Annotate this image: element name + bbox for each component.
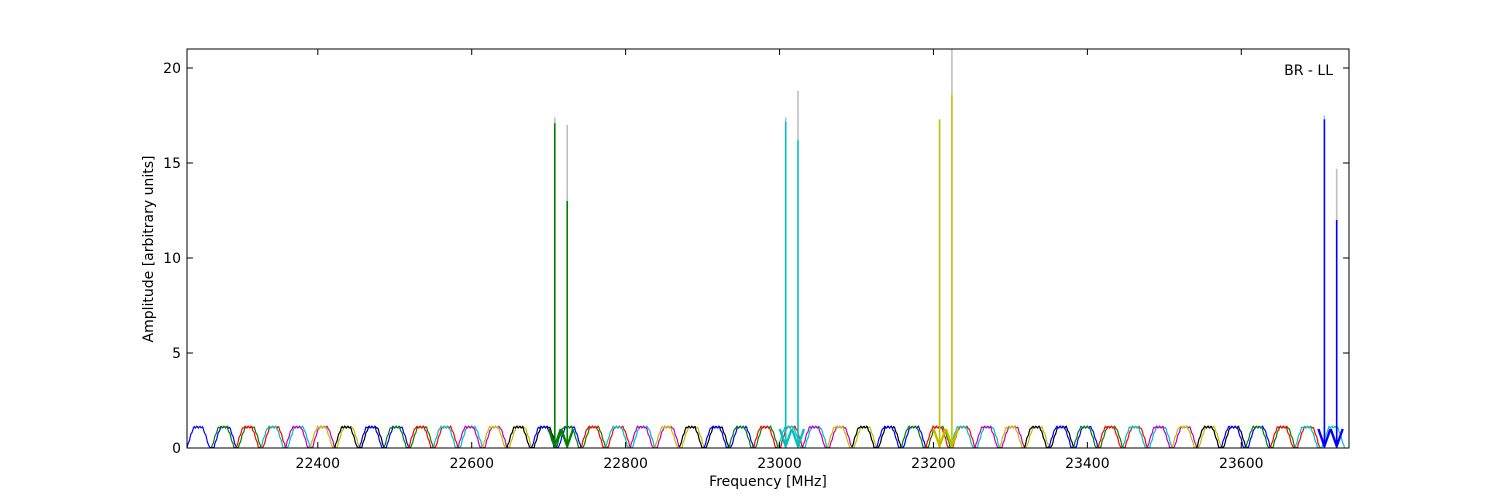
y-tick-label: 20 <box>163 61 181 77</box>
band-segment-line <box>1097 425 1148 448</box>
spike-base-dip <box>932 428 947 448</box>
band-segment-line <box>703 425 754 448</box>
tick-layer: 22400 22600 22800 23000 23200 23400 23600 0 5 10 1… <box>163 49 1349 472</box>
x-tick-label: 23600 <box>1219 456 1264 472</box>
spike-base-dip <box>560 428 575 448</box>
band-segment-line <box>334 425 385 448</box>
x-tick-label: 23000 <box>757 456 802 472</box>
band-segment-line <box>383 425 434 448</box>
band-segment-line <box>974 425 1025 448</box>
band-segment-line <box>1122 425 1173 448</box>
spike-base-dip <box>944 428 960 448</box>
x-tick-label: 23400 <box>1065 456 1110 472</box>
band-segment-line <box>654 425 705 448</box>
band-segment-line <box>358 425 410 448</box>
band-segment-line <box>851 425 902 448</box>
band-segment-line <box>1269 425 1321 448</box>
x-tick-label: 22800 <box>603 456 648 472</box>
band-segment-line <box>187 425 237 448</box>
y-tick-label: 15 <box>163 156 181 172</box>
band-segment-line <box>408 425 459 448</box>
band-segment-line <box>875 425 927 448</box>
plot-frame <box>186 48 1350 449</box>
y-axis-label: Amplitude [arbitrary units] <box>141 156 157 343</box>
x-tick-label: 23200 <box>911 456 956 472</box>
band-segment-line <box>1146 425 1198 448</box>
band-segment-line <box>211 425 262 448</box>
band-segment-line <box>1171 425 1222 448</box>
chart-annotation: BR - LL <box>1284 63 1333 79</box>
band-segment-line <box>999 425 1050 448</box>
band-segment-line <box>678 425 730 448</box>
band-segment-line <box>1245 425 1296 448</box>
band-segment-line <box>1023 424 1075 448</box>
x-axis-label: Frequency [MHz] <box>709 474 827 490</box>
spike-base-dip <box>1317 428 1332 448</box>
band-segment-line <box>826 425 878 448</box>
band-segment-line <box>235 425 287 448</box>
data-layer <box>187 49 1345 448</box>
spike-base-dip <box>547 428 562 448</box>
y-tick-label: 0 <box>172 441 181 457</box>
band-segment-line <box>481 425 533 448</box>
band-segment-line <box>629 425 681 448</box>
spike-base-dip <box>790 428 806 448</box>
spike-base-dip <box>778 428 793 448</box>
x-tick-label: 22600 <box>449 456 494 472</box>
y-tick-label: 5 <box>172 346 181 362</box>
spike-base-dip <box>1329 428 1344 448</box>
y-tick-label: 10 <box>163 251 181 267</box>
band-segment-line <box>802 425 853 448</box>
x-tick-label: 22400 <box>296 456 341 472</box>
